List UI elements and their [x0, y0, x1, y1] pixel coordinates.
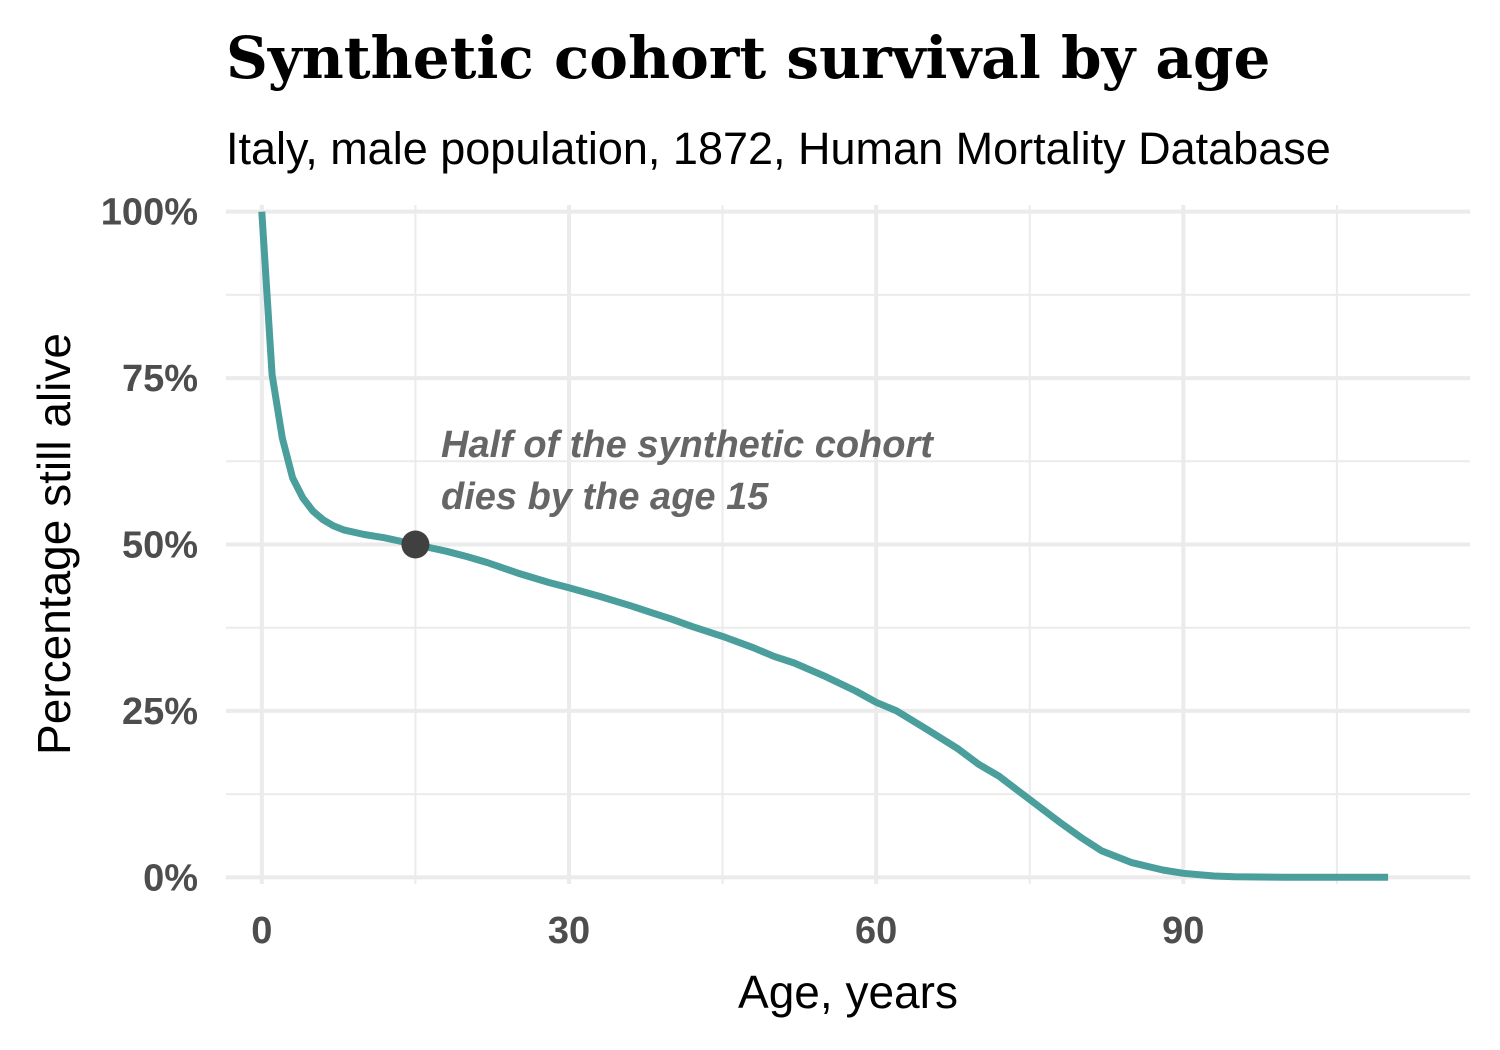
annotation-line: dies by the age 15 [441, 476, 769, 518]
x-axis-title: Age, years [738, 966, 958, 1018]
chart-subtitle: Italy, male population, 1872, Human Mort… [226, 123, 1331, 174]
median-age-point [401, 531, 429, 559]
annotation-line: Half of the synthetic cohort [441, 424, 934, 466]
x-tick-label: 90 [1162, 910, 1204, 952]
y-tick-label: 25% [122, 691, 198, 733]
y-axis-title: Percentage still alive [28, 333, 80, 755]
annotation-layer: Half of the synthetic cohort dies by the … [441, 424, 934, 518]
chart-title: Synthetic cohort survival by age [226, 24, 1270, 92]
y-tick-label: 50% [122, 525, 198, 567]
x-tick-label: 0 [251, 910, 272, 952]
y-tick-label: 100% [101, 192, 198, 234]
y-axis-tick-labels: 0% 25% 50% 75% 100% [101, 192, 198, 900]
x-tick-label: 60 [855, 910, 897, 952]
x-tick-label: 30 [548, 910, 590, 952]
x-axis-tick-labels: 0 30 60 90 [251, 910, 1204, 952]
y-tick-label: 75% [122, 358, 198, 400]
annotation-text: Half of the synthetic cohort dies by the … [441, 424, 934, 518]
y-tick-label: 0% [143, 857, 198, 899]
